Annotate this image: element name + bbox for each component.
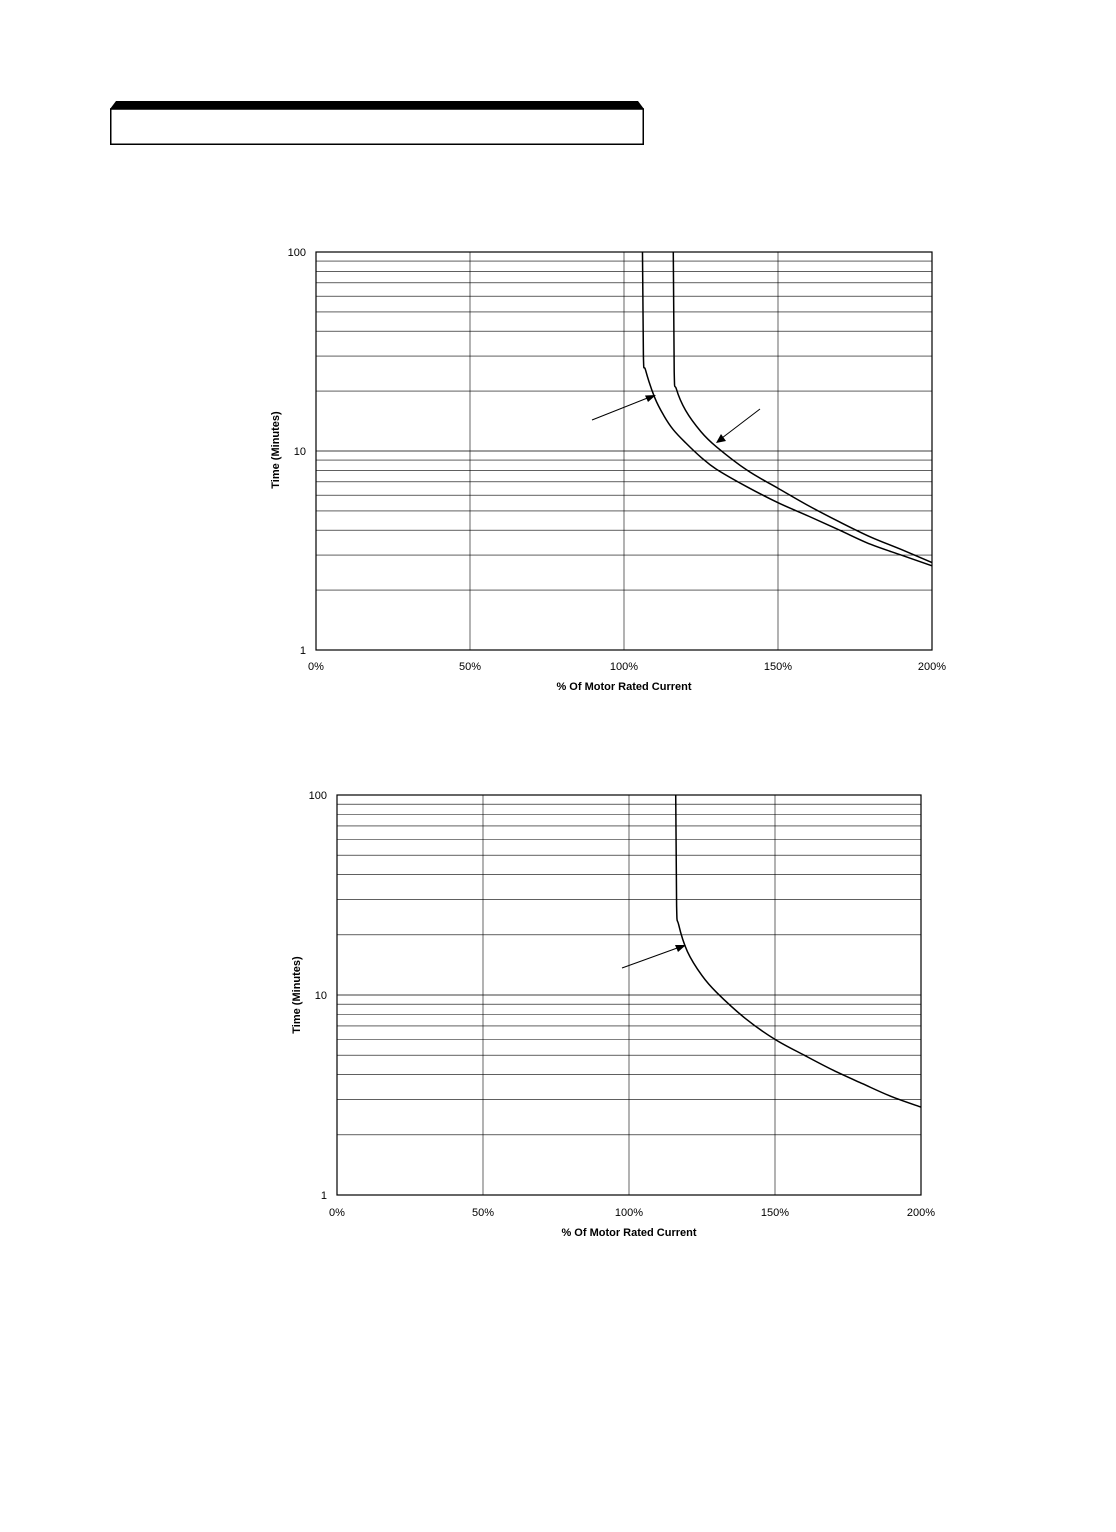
x-tick-label: 200% bbox=[918, 661, 946, 673]
y-tick-label: 10 bbox=[294, 446, 306, 458]
chart-2-grid bbox=[336, 794, 922, 1196]
overload-curve-chart-2: 100 10 1 0% 50% 100% 150% 200% % Of Moto… bbox=[291, 790, 935, 1239]
chart-1-curves bbox=[641, 251, 933, 567]
chart-1-grid bbox=[315, 251, 933, 651]
chart-2-x-tick-labels: 0% 50% 100% 150% 200% bbox=[329, 1207, 935, 1219]
y-tick-label: 1 bbox=[300, 645, 306, 657]
curve-pointer-arrow bbox=[621, 945, 686, 969]
plot-frame bbox=[315, 251, 933, 651]
chart-2-curves bbox=[674, 794, 922, 1108]
chart-2-x-axis-title: % Of Motor Rated Current bbox=[561, 1227, 696, 1239]
y-tick-label: 10 bbox=[315, 990, 327, 1002]
x-tick-label: 0% bbox=[308, 661, 324, 673]
chart-2-y-axis-title: Time (Minutes) bbox=[291, 956, 303, 1034]
overload-curve-chart-1: 100 10 1 0% 50% 100% 150% 200% % Of Moto… bbox=[270, 247, 946, 693]
y-tick-label: 1 bbox=[321, 1190, 327, 1202]
chart-2-y-tick-labels: 100 10 1 bbox=[309, 790, 327, 1202]
plot-frame bbox=[336, 794, 922, 1196]
x-tick-label: 150% bbox=[761, 1207, 789, 1219]
curve-a-pointer-arrow bbox=[591, 395, 656, 421]
chart-1-x-axis-title: % Of Motor Rated Current bbox=[556, 681, 691, 693]
x-tick-label: 150% bbox=[764, 661, 792, 673]
y-tick-label: 100 bbox=[309, 790, 327, 802]
x-tick-label: 200% bbox=[907, 1207, 935, 1219]
curve-b-pointer-arrow bbox=[716, 408, 761, 443]
chart-1-arrows bbox=[591, 395, 761, 443]
chart-1-curve-2 bbox=[672, 251, 933, 564]
chart-1-y-axis-title: Time (Minutes) bbox=[270, 411, 282, 489]
chart-2-curve-1 bbox=[674, 794, 922, 1108]
x-tick-label: 50% bbox=[472, 1207, 494, 1219]
header-tab-box bbox=[110, 108, 644, 145]
chart-1-curve-1 bbox=[641, 251, 933, 567]
chart-2-arrows bbox=[621, 945, 686, 969]
chart-1-y-tick-labels: 100 10 1 bbox=[288, 247, 306, 657]
x-tick-label: 100% bbox=[610, 661, 638, 673]
y-tick-label: 100 bbox=[288, 247, 306, 259]
x-tick-label: 100% bbox=[615, 1207, 643, 1219]
header-tab-top-bar bbox=[110, 101, 644, 109]
x-tick-label: 0% bbox=[329, 1207, 345, 1219]
section-header-tab bbox=[110, 101, 644, 145]
chart-1-x-tick-labels: 0% 50% 100% 150% 200% bbox=[308, 661, 946, 673]
x-tick-label: 50% bbox=[459, 661, 481, 673]
